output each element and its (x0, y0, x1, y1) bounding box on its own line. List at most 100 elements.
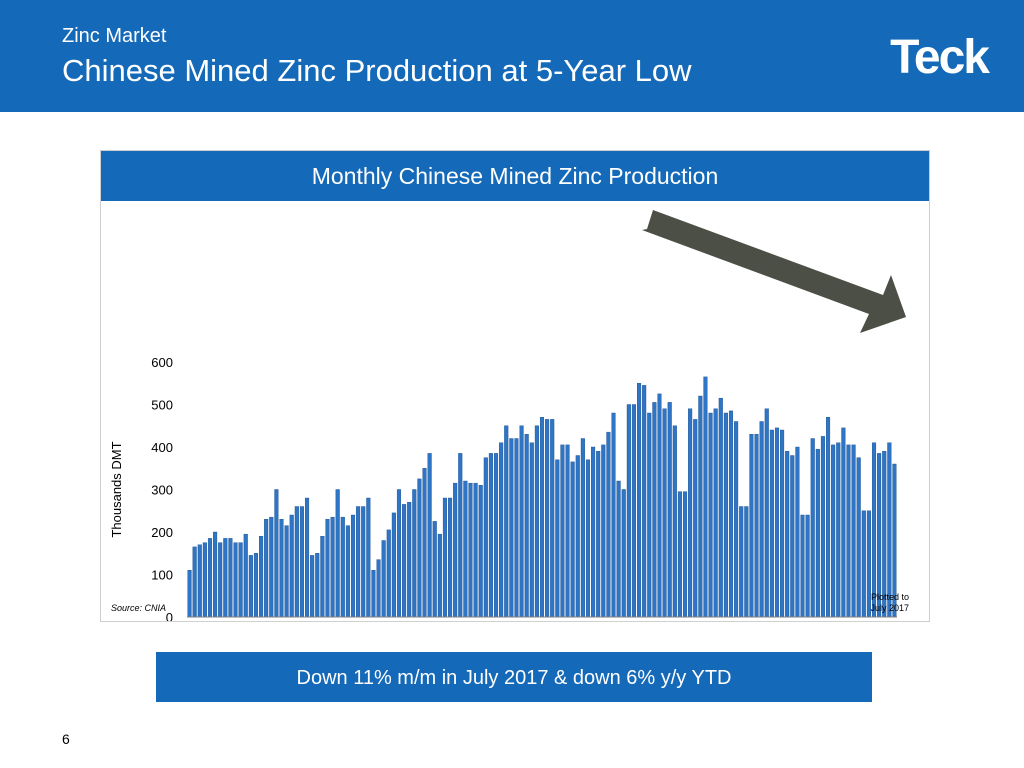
y-tick-label: 100 (151, 568, 173, 583)
bar (310, 555, 315, 618)
bar (734, 421, 739, 618)
bar (504, 425, 509, 618)
bar (335, 489, 340, 618)
chart-panel: Monthly Chinese Mined Zinc Production Th… (100, 150, 930, 622)
bar (519, 425, 524, 618)
bar (371, 570, 376, 618)
bar (570, 461, 575, 618)
bar (846, 444, 851, 618)
bar (672, 425, 677, 618)
bar (483, 457, 488, 618)
bar (657, 393, 662, 618)
y-tick-label: 500 (151, 398, 173, 413)
source-note: Source: CNIA (111, 603, 167, 613)
bar (739, 506, 744, 618)
bar (391, 512, 396, 618)
bar (442, 497, 447, 618)
bar (366, 497, 371, 618)
bar (759, 421, 764, 618)
plotted-note: Plotted to July 2017 (870, 592, 909, 614)
bar (386, 529, 391, 618)
bar (795, 446, 800, 618)
bar (815, 448, 820, 618)
bar (601, 444, 606, 618)
bar (805, 514, 810, 618)
bar (550, 419, 555, 618)
bar (591, 446, 596, 618)
summary-callout: Down 11% m/m in July 2017 & down 6% y/y … (156, 652, 872, 702)
bar (596, 451, 601, 618)
bar (458, 453, 463, 618)
bar (437, 533, 442, 618)
bar (463, 480, 468, 618)
bar (213, 531, 218, 618)
bar (539, 417, 545, 618)
y-tick-label: 200 (151, 525, 173, 540)
bar (555, 459, 560, 618)
bar (856, 457, 861, 618)
bar (841, 427, 846, 618)
bar (514, 438, 519, 618)
bar (356, 506, 361, 618)
bar (284, 525, 289, 618)
bar (703, 376, 708, 618)
bar (192, 546, 197, 618)
bar (488, 453, 493, 618)
bar (243, 533, 248, 618)
bar (345, 525, 350, 618)
bar (304, 497, 310, 618)
plotted-note-line2: July 2017 (870, 603, 909, 613)
bar (749, 434, 754, 618)
teck-logo: Teck (890, 31, 990, 84)
plotted-note-line1: Plotted to (870, 592, 909, 602)
bar (626, 404, 631, 618)
bar (810, 438, 815, 618)
bar (642, 385, 647, 618)
bar (478, 485, 483, 618)
bar (294, 506, 299, 618)
bar (677, 491, 682, 618)
bar (376, 559, 381, 618)
bar (361, 506, 366, 618)
bar (499, 442, 504, 618)
bar (682, 491, 688, 618)
bar (453, 482, 458, 618)
bar (831, 444, 836, 618)
bar (202, 542, 207, 618)
bar (509, 438, 514, 618)
bar (718, 397, 723, 618)
bar (851, 444, 856, 618)
bar (861, 510, 866, 618)
bar (412, 489, 417, 618)
bar (448, 497, 453, 618)
bar (764, 408, 769, 618)
chart-canvas: Thousands DMT0100200300400500600Jan-06Ju… (109, 210, 906, 621)
bar (545, 419, 550, 618)
bar (207, 538, 213, 618)
y-tick-label: 0 (166, 610, 173, 621)
bar (565, 444, 570, 618)
bar (631, 404, 636, 618)
header-banner: Zinc Market Chinese Mined Zinc Productio… (0, 0, 1024, 112)
bar (350, 514, 356, 618)
bar (248, 555, 253, 618)
bar (790, 455, 795, 618)
bar (698, 395, 703, 618)
bar (637, 383, 642, 618)
bar (223, 538, 228, 618)
bar (187, 570, 192, 618)
y-tick-label: 400 (151, 440, 173, 455)
bar (299, 506, 304, 618)
bar (774, 427, 780, 618)
bar (667, 402, 672, 618)
bar (534, 425, 539, 618)
bar (259, 536, 264, 618)
bar (785, 451, 790, 618)
bar (611, 412, 616, 618)
bar (585, 459, 591, 618)
trend-arrow (642, 210, 906, 333)
bar (228, 538, 233, 618)
bar (693, 419, 698, 618)
bar (524, 434, 529, 618)
bar (417, 478, 422, 618)
